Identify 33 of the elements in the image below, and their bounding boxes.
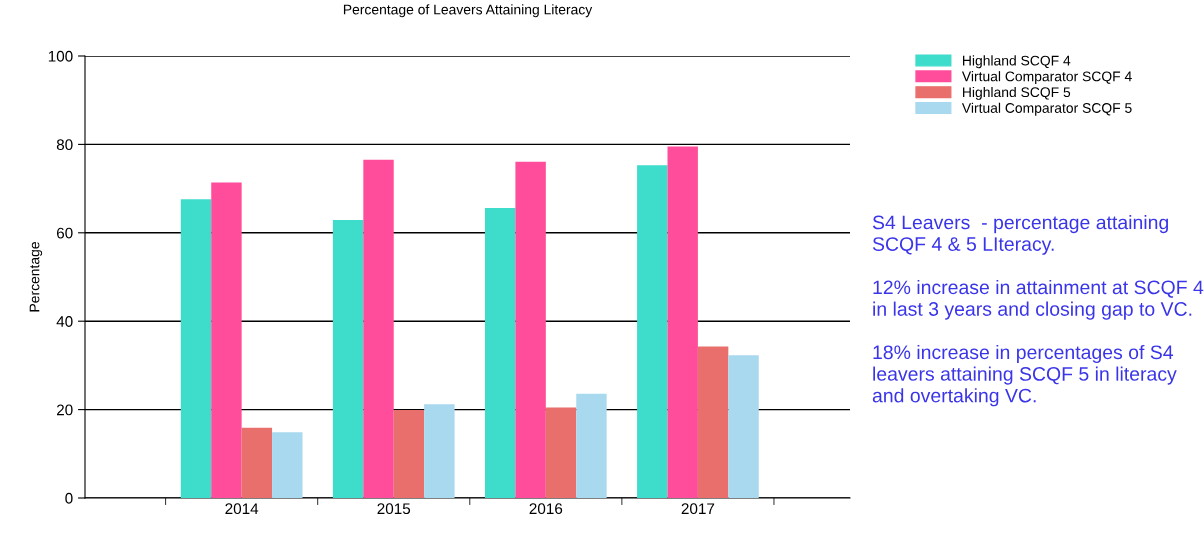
y-axis-title: Percentage	[29, 242, 43, 312]
x-tick-label: 2015	[377, 503, 411, 515]
y-tick-label: 100	[48, 50, 73, 62]
x-tick-label: 2014	[225, 503, 259, 515]
bar	[424, 404, 455, 498]
y-tick-label: 40	[56, 316, 73, 327]
bar	[180, 199, 212, 498]
bar	[637, 165, 668, 498]
y-tick-label: 20	[56, 404, 73, 416]
legend-label: Highland SCQF 5	[963, 86, 1071, 100]
bar	[697, 346, 729, 498]
y-tick-label: 80	[56, 139, 73, 151]
bar	[363, 159, 394, 498]
text: S4 Leavers - percentage attaining SCQF 4 & 5 LIteracy. 12% increase in attainment at SCQF 4 in last 3 years and closing gap to VC. 18% increase in percentages of S4 leavers attaining SCQF 5 in literacy and overtaking VC.	[872, 215, 1204, 407]
bar	[545, 407, 577, 498]
bar	[667, 146, 698, 498]
legend-label: Virtual Comparator SCQF 4	[961, 71, 1132, 85]
bar	[576, 393, 607, 498]
x-tick-label: 2016	[529, 503, 563, 515]
bar	[728, 355, 759, 498]
bar	[241, 427, 273, 498]
y-tick-label: 60	[56, 227, 73, 239]
chart-title: Percentage of Leavers Attaining Literacy	[343, 4, 593, 18]
bar	[272, 432, 303, 498]
bar	[393, 410, 425, 498]
bar	[332, 219, 364, 498]
bar	[211, 182, 242, 498]
bar	[515, 161, 546, 498]
bar	[484, 208, 516, 498]
x-tick-label: 2017	[681, 503, 715, 515]
legend-label: Virtual Comparator SCQF 5	[961, 102, 1132, 116]
legend-label: Highland SCQF 4	[963, 55, 1071, 69]
y-tick-label: 0	[65, 492, 73, 504]
